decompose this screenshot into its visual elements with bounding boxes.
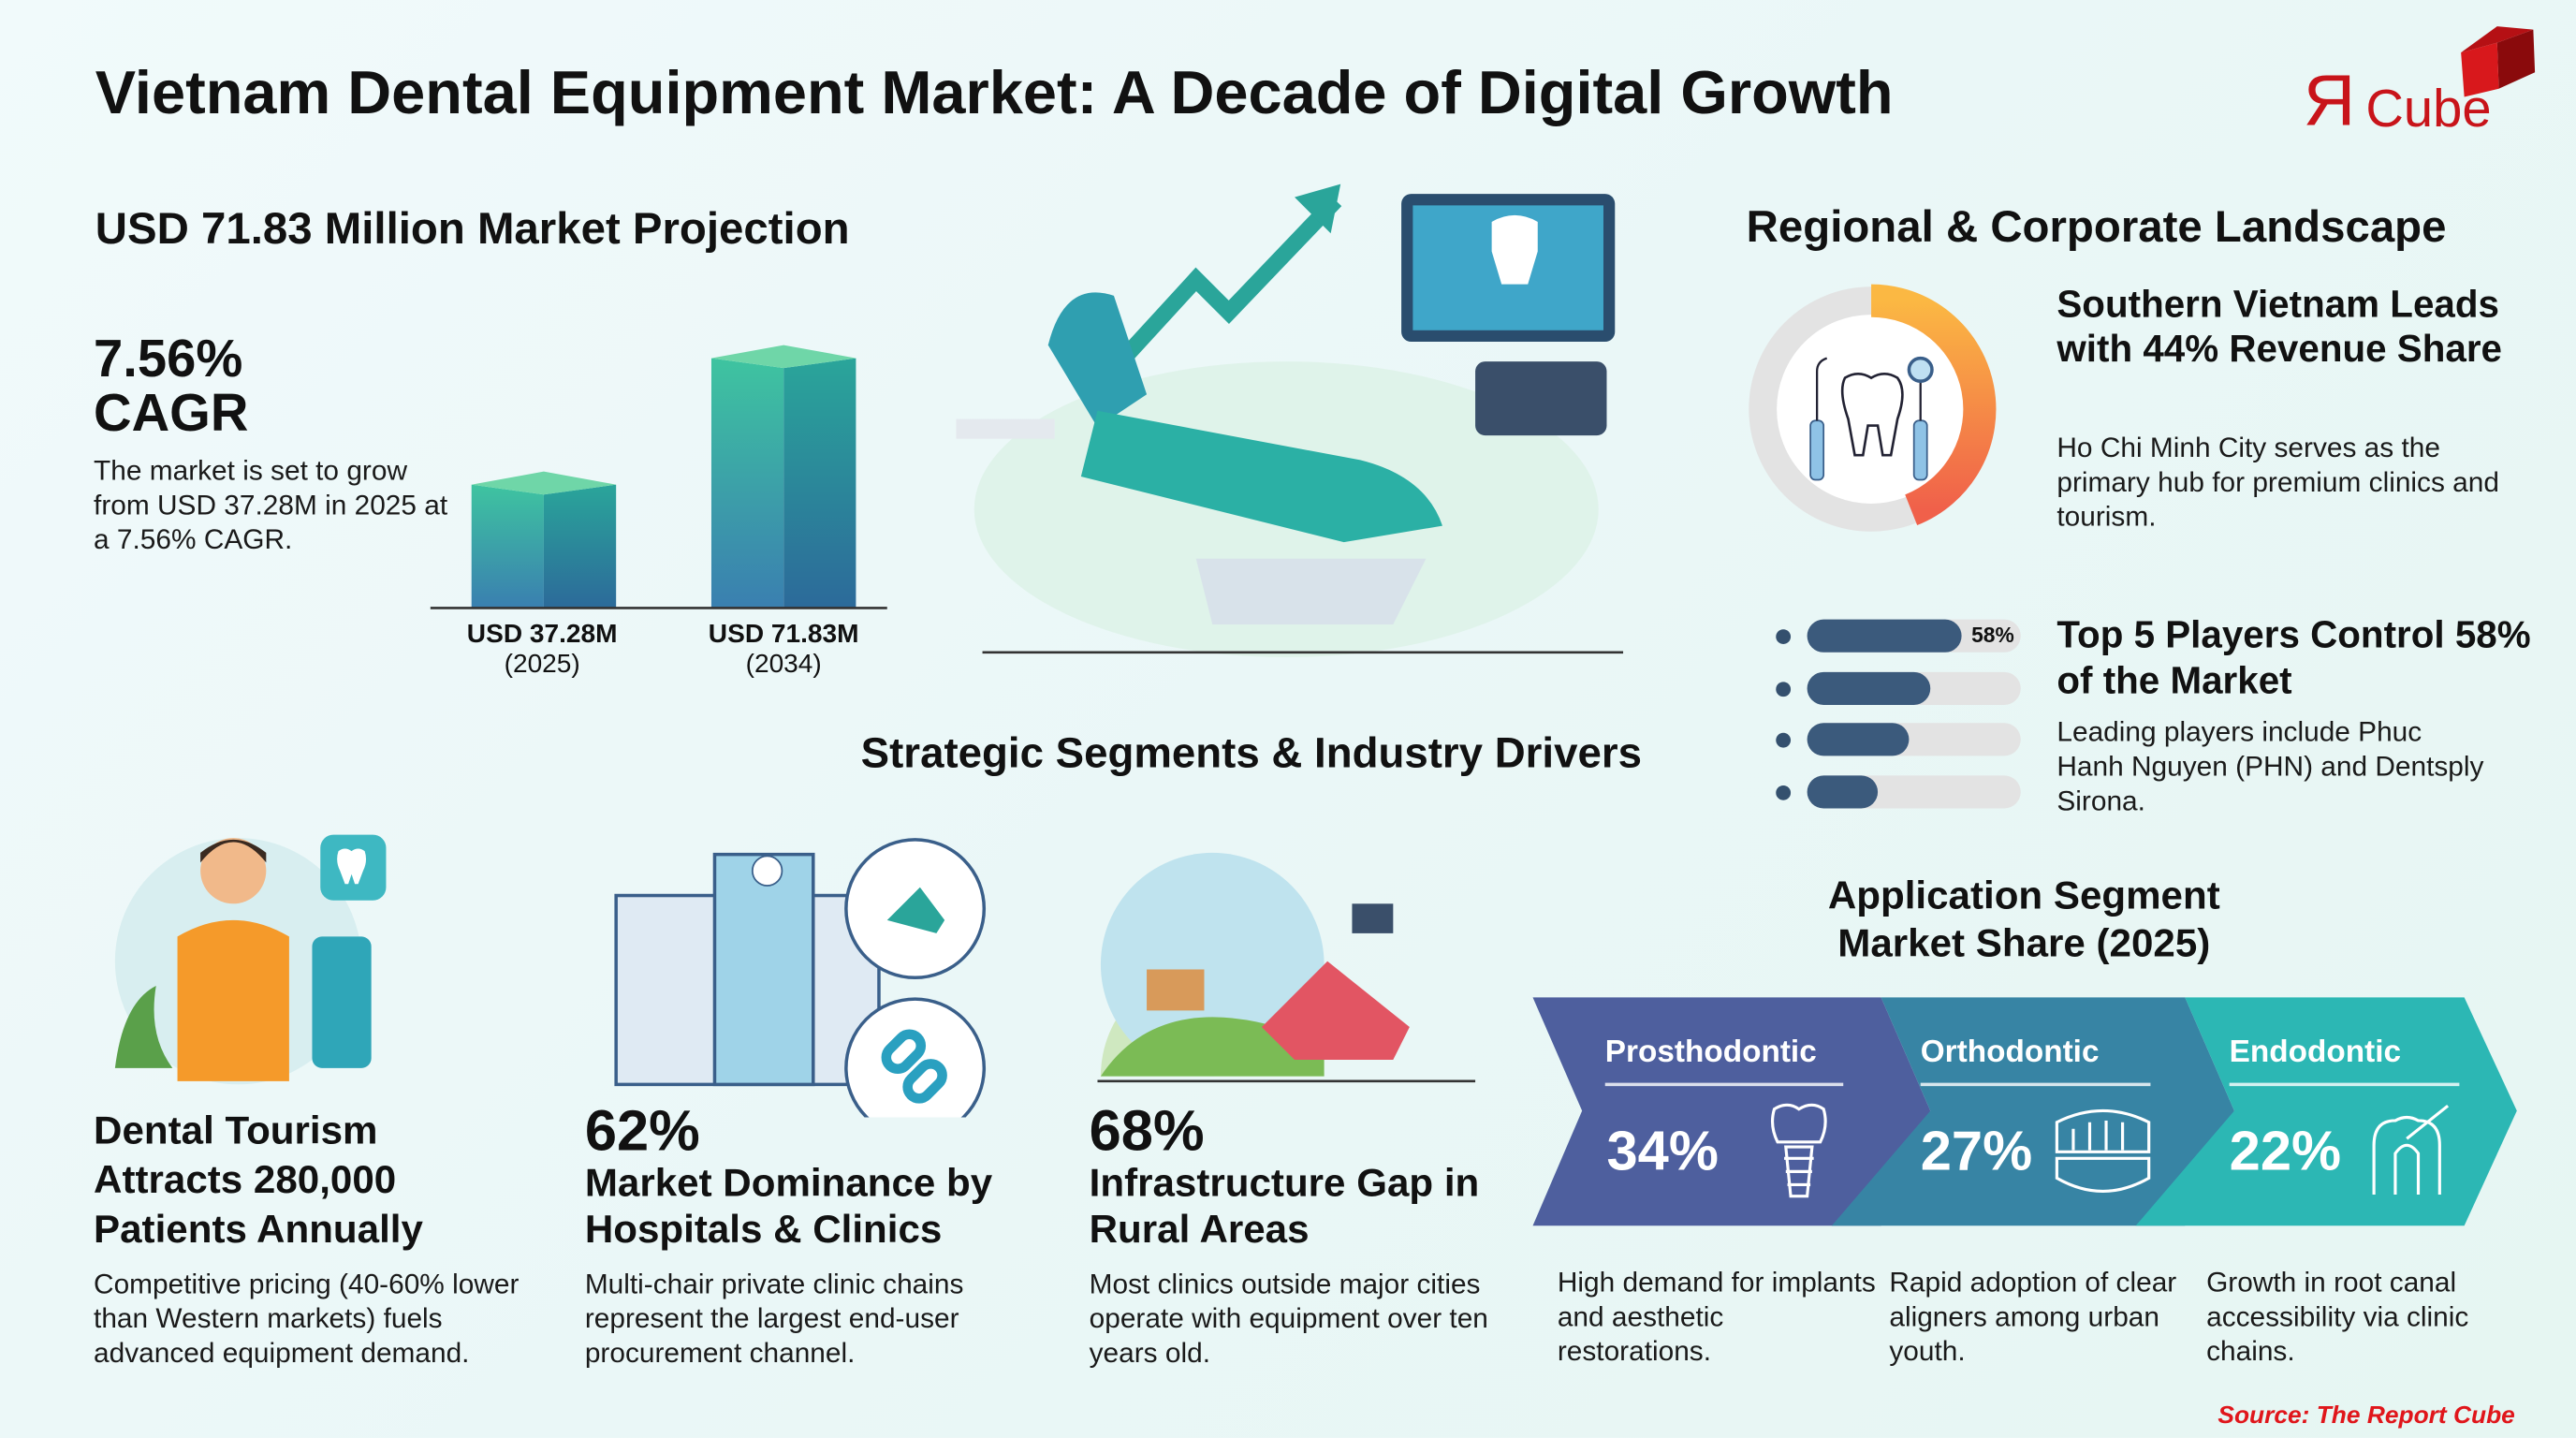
player-bar-fill (1807, 723, 1910, 756)
bullet-dot (1776, 681, 1792, 697)
player-bar-label: 58% (1971, 623, 2014, 648)
svg-text:Я: Я (2304, 60, 2356, 138)
logo: Я Cube (2300, 23, 2546, 140)
bar-value: USD 71.83M (708, 621, 859, 650)
segment-name-endodontic: Endodontic (2229, 1034, 2402, 1070)
bullet-dot (1776, 629, 1792, 644)
segment-name-orthodontic: Orthodontic (1920, 1034, 2100, 1070)
donut-arc-southern (1870, 284, 1997, 526)
player-bar-fill (1807, 619, 1961, 653)
cagr-block: 7.56% CAGR (94, 329, 249, 443)
bar-label-2034: USD 71.83M (2034) (685, 621, 883, 680)
page-title: Vietnam Dental Equipment Market: A Decad… (95, 59, 1894, 127)
driver-rural-text: Most clinics outside major cities operat… (1089, 1268, 1488, 1369)
application-heading: Application Segment Market Share (2025) (1827, 873, 2220, 966)
players-text: Leading players include Phuc Hanh Nguyen… (2056, 716, 2484, 817)
rural-clinic-illustration (1097, 852, 1476, 1083)
dental-implant-icon (1770, 1103, 1827, 1198)
driver-rural-title: Infrastructure Gap in Rural Areas (1089, 1161, 1480, 1253)
driver-hospitals-stat: 62% (584, 1099, 700, 1164)
bar-value: USD 37.28M (466, 621, 618, 650)
driver-rural-stat: 68% (1089, 1099, 1205, 1164)
segment-share-prosthodontic: 34% (1606, 1120, 1719, 1183)
projection-bar-chart (430, 345, 887, 609)
cagr-label: CAGR (94, 382, 249, 443)
segment-name-prosthodontic: Prosthodontic (1604, 1034, 1817, 1070)
segment-text-prosthodontic: High demand for implants and aesthetic r… (1557, 1267, 1876, 1368)
segment-divider (1920, 1082, 2151, 1086)
player-bar-track (1807, 670, 2021, 705)
segment-divider (2229, 1082, 2460, 1086)
teeth-aligner-icon (2055, 1108, 2151, 1193)
driver-hospitals-title: Market Dominance by Hospitals & Clinics (584, 1161, 993, 1253)
segment-text-orthodontic: Rapid adoption of clear aligners among u… (1889, 1267, 2177, 1368)
bullet-dot (1776, 732, 1792, 748)
driver-hospitals-text: Multi-chair private clinic chains repres… (584, 1268, 964, 1369)
players-bar-list: 58% (1771, 619, 2034, 817)
source-note: Source: The Report Cube (2217, 1401, 2515, 1430)
dental-chair-illustration (956, 183, 1624, 658)
players-title: Top 5 Players Control 58% of the Market (2056, 612, 2531, 702)
regional-heading: Regional & Corporate Landscape (1746, 201, 2447, 252)
segment-share-orthodontic: 27% (1920, 1120, 2033, 1183)
bar-2025 (471, 471, 617, 609)
bullet-dot (1776, 785, 1792, 800)
root-canal-icon (2372, 1104, 2450, 1195)
player-bar-track: 58% (1807, 619, 2021, 653)
player-bar-track (1807, 723, 2021, 756)
chevron-orthodontic (1831, 997, 2234, 1226)
hospital-clinic-illustration (614, 838, 987, 1118)
bar-label-2025: USD 37.28M (2025) (444, 621, 641, 680)
southern-share-donut (1749, 284, 1997, 532)
segment-share-endodontic: 22% (2229, 1120, 2342, 1183)
player-bar-fill (1807, 774, 1878, 808)
application-chevrons (1532, 997, 2517, 1226)
bar-year: (2034) (745, 651, 822, 679)
dental-tourist-illustration (114, 834, 387, 1085)
player-bar-fill (1807, 670, 1931, 705)
player-bar-track (1807, 774, 2021, 808)
tooth-tools-icon (1809, 356, 1934, 481)
bar-year: (2025) (504, 651, 580, 679)
segment-text-endodontic: Growth in root canal accessibility via c… (2206, 1267, 2469, 1368)
drivers-heading: Strategic Segments & Industry Drivers (860, 727, 1643, 778)
segment-divider (1604, 1082, 1844, 1086)
cube-logo-icon: Я Cube (2304, 26, 2536, 140)
chevron-endodontic (2135, 997, 2517, 1226)
southern-text: Ho Chi Minh City serves as the primary h… (2056, 432, 2499, 533)
cagr-value: 7.56% (94, 329, 243, 389)
projection-heading: USD 71.83 Million Market Projection (95, 203, 850, 254)
projection-description: The market is set to grow from USD 37.28… (94, 455, 448, 556)
southern-title: Southern Vietnam Leads with 44% Revenue … (2056, 282, 2503, 370)
chevron-prosthodontic (1532, 997, 1931, 1226)
driver-tourism-text: Competitive pricing (40-60% lower than W… (94, 1268, 520, 1369)
bar-2034 (710, 345, 856, 609)
driver-tourism-title: Dental Tourism Attracts 280,000 Patients… (94, 1108, 423, 1253)
